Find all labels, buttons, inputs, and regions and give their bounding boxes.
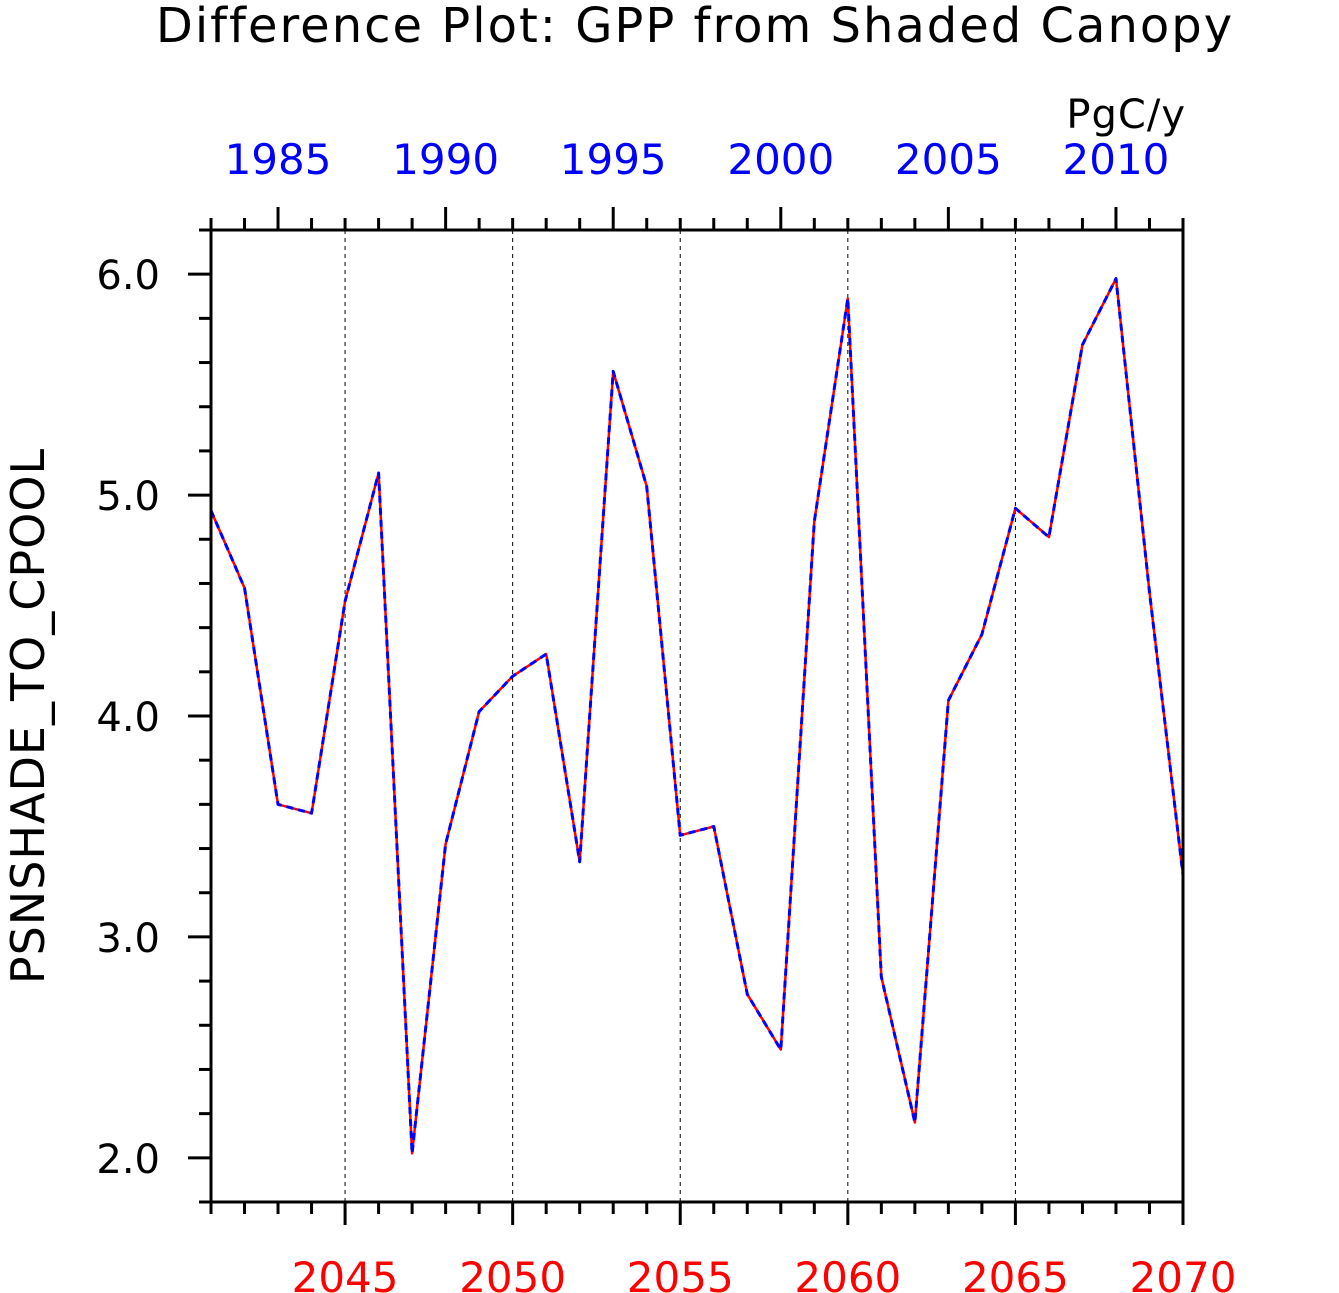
top-tick-label-2005: 2005: [895, 135, 1002, 184]
tick-labels: 2.0 3.0 4.0 5.0 6.0 2045 2050 2055 2060 2065 2070 1…: [96, 135, 1236, 1293]
y-tick-label-4.0: 4.0: [96, 695, 160, 741]
top-tick-label-2000: 2000: [727, 135, 834, 184]
series-lines: [209, 277, 1185, 1155]
y-axis-label: PSNSHADE_TO_CPOOL: [1, 448, 55, 984]
bottom-tick-label-2050: 2050: [459, 1253, 566, 1293]
units-label: PgC/y: [1066, 92, 1186, 138]
top-tick-label-1990: 1990: [392, 135, 499, 184]
y-tick-label-6.0: 6.0: [96, 253, 160, 299]
bottom-tick-label-2060: 2060: [794, 1253, 901, 1293]
top-tick-label-2010: 2010: [1063, 135, 1170, 184]
series-line-2: [209, 277, 1185, 1155]
axis-ticks: [188, 207, 1185, 1225]
bottom-tick-label-2055: 2055: [627, 1253, 734, 1293]
bottom-tick-label-2065: 2065: [962, 1253, 1069, 1293]
bottom-tick-label-2070: 2070: [1130, 1253, 1237, 1293]
bottom-tick-label-2045: 2045: [292, 1253, 399, 1293]
chart-title: Difference Plot: GPP from Shaded Canopy: [156, 0, 1234, 54]
grid-lines: [344, 230, 1016, 1202]
series-line-1: [209, 277, 1185, 1155]
top-tick-label-1985: 1985: [225, 135, 332, 184]
y-tick-label-3.0: 3.0: [96, 916, 160, 962]
y-tick-label-5.0: 5.0: [96, 474, 160, 520]
plot-area-frame: [209, 228, 1185, 1204]
y-tick-label-2.0: 2.0: [96, 1137, 160, 1183]
top-tick-label-1995: 1995: [560, 135, 667, 184]
